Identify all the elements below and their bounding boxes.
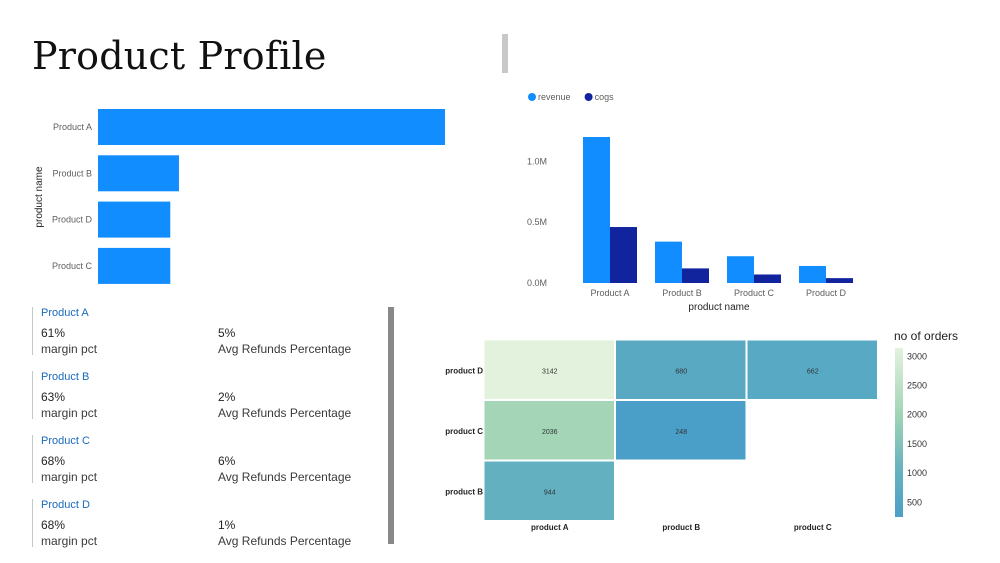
heatmap-col-label: product C (794, 523, 832, 532)
hbar-bar (98, 201, 171, 238)
margin-pct-label: margin pct (41, 342, 98, 356)
vbar-bar-revenue (655, 241, 682, 283)
vbar-category-label: Product D (806, 288, 847, 298)
refunds-value: 1% (218, 518, 236, 532)
card-product-name: Product C (41, 435, 90, 447)
colorbar (895, 348, 903, 517)
legend-label: cogs (595, 92, 615, 102)
colorbar-tick-label: 2000 (907, 410, 927, 420)
colorbar-tick-label: 1500 (907, 439, 927, 449)
heatmap-cell (483, 460, 615, 521)
vbar-bar-revenue (799, 265, 826, 283)
heatmap-cell (483, 339, 615, 400)
vbar-ytick-label: 1.0M (527, 156, 547, 166)
margin-pct-value: 68% (41, 454, 66, 468)
margin-pct-label: margin pct (41, 470, 98, 484)
hbar-bar (98, 109, 445, 145)
product-card: Product D 68% margin pct 1% Avg Refunds … (32, 499, 373, 548)
vbar-ytick-label: 0.0M (527, 278, 547, 288)
heatmap-col-label: product A (531, 523, 569, 532)
vbar-bar-revenue (583, 137, 610, 283)
heatmap-cell-value: 3142 (542, 368, 558, 375)
heatmap-row-label: product D (445, 366, 483, 375)
heatmap-cell (615, 400, 747, 461)
margin-pct-value: 68% (41, 518, 66, 532)
refunds-label: Avg Refunds Percentage (218, 406, 352, 420)
colorbar-tick-label: 500 (907, 497, 922, 507)
vbar-axis-title: product name (688, 302, 750, 313)
vbar-bar-cogs (610, 227, 637, 283)
card-product-name: Product B (41, 371, 90, 383)
heatmap-cell (483, 400, 615, 461)
legend-label: revenue (538, 92, 571, 102)
heatmap-cell-value: 662 (807, 368, 819, 375)
margin-pct-label: margin pct (41, 534, 98, 548)
hbar-category-label: Product C (52, 261, 93, 271)
card-product-name: Product A (41, 307, 89, 319)
vbar-category-label: Product C (734, 288, 775, 298)
divider (502, 34, 508, 73)
page-title: Product Profile (32, 34, 327, 78)
vbar-bar-cogs (682, 268, 709, 283)
refunds-label: Avg Refunds Percentage (218, 534, 352, 548)
vbar-bar-cogs (754, 274, 781, 283)
product-card: Product C 68% margin pct 6% Avg Refunds … (32, 435, 373, 484)
colorbar-tick-label: 2500 (907, 380, 927, 390)
margin-pct-value: 61% (41, 326, 66, 340)
vbar-ytick-label: 0.5M (527, 217, 547, 227)
divider (388, 307, 394, 544)
legend-marker (584, 93, 593, 101)
refunds-label: Avg Refunds Percentage (218, 342, 352, 356)
refunds-label: Avg Refunds Percentage (218, 470, 352, 484)
margin-pct-value: 63% (41, 390, 66, 404)
hbar-bar (98, 155, 179, 192)
product-card: Product B 63% margin pct 2% Avg Refunds … (32, 371, 373, 420)
heatmap-row-label: product C (445, 427, 483, 436)
hbar-category-label: Product D (52, 215, 93, 225)
refunds-value: 6% (218, 454, 236, 468)
heatmap-row-label: product B (445, 487, 483, 496)
heatmap-cell (746, 339, 878, 400)
heatmap-cell-value: 680 (675, 368, 687, 375)
heatmap-cell-value: 2036 (542, 429, 558, 436)
colorbar-tick-label: 3000 (907, 351, 927, 361)
heatmap-cell-value: 944 (544, 489, 556, 496)
product-card: Product A 61% margin pct 5% Avg Refunds … (32, 307, 373, 356)
margin-pct-label: margin pct (41, 406, 98, 420)
legend-marker (528, 93, 536, 101)
card-product-name: Product D (41, 499, 90, 511)
colorbar-title: no of orders (894, 329, 958, 343)
hbar-axis-title: product name (34, 166, 45, 228)
hbar-bar (98, 247, 171, 284)
hbar-category-label: Product A (53, 122, 92, 132)
hbar-category-label: Product B (52, 168, 92, 178)
vbar-category-label: Product B (662, 288, 702, 298)
vbar-category-label: Product A (590, 288, 629, 298)
vbar-bar-cogs (826, 278, 853, 283)
heatmap-cell (615, 339, 747, 400)
heatmap-cell-value: 248 (675, 429, 687, 436)
refunds-value: 5% (218, 326, 236, 340)
colorbar-tick-label: 1000 (907, 468, 927, 478)
heatmap-col-label: product B (662, 523, 700, 532)
vbar-bar-revenue (727, 256, 754, 283)
refunds-value: 2% (218, 390, 236, 404)
